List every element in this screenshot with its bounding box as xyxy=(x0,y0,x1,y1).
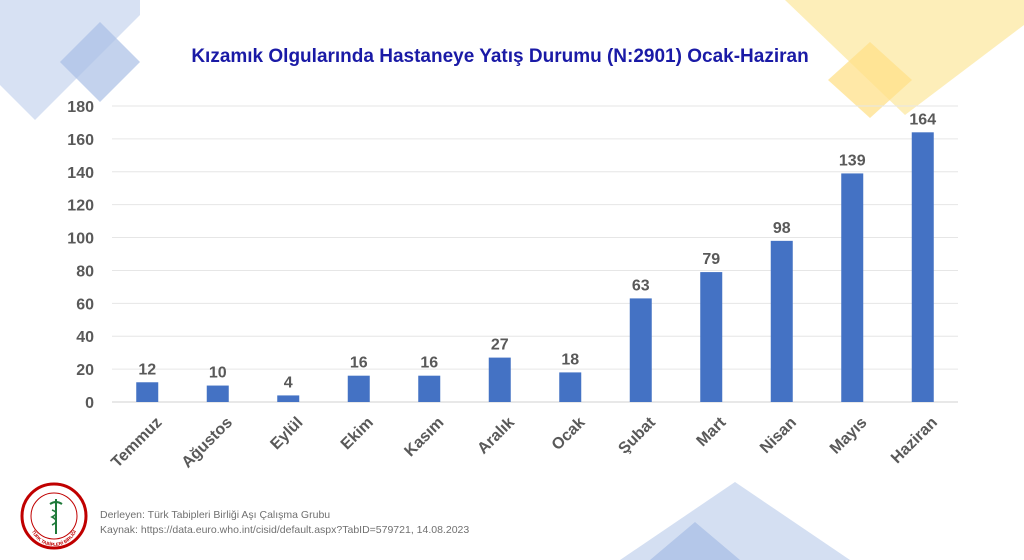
x-tick-label: Şubat xyxy=(615,414,659,458)
y-tick-label: 100 xyxy=(67,231,94,248)
y-tick-label: 40 xyxy=(76,329,94,346)
bars xyxy=(136,132,934,403)
bar xyxy=(841,173,864,402)
x-tick-label: Aralık xyxy=(474,414,518,458)
bar xyxy=(136,382,159,402)
bar xyxy=(206,385,229,402)
data-label: 16 xyxy=(350,355,368,372)
deco-diamond-top-right-small xyxy=(828,42,912,118)
x-tick-label: Temmuz xyxy=(108,414,165,471)
y-tick-label: 60 xyxy=(76,296,94,313)
bar xyxy=(770,240,793,402)
data-label: 4 xyxy=(284,374,293,391)
y-tick-label: 140 xyxy=(67,165,94,182)
x-tick-label: Eylül xyxy=(267,414,306,453)
bar xyxy=(911,132,934,403)
y-axis-ticks: 0 20 40 60 80 100 120 140 160 180 xyxy=(67,99,94,412)
y-tick-label: 0 xyxy=(85,395,94,412)
x-tick-label: Ekim xyxy=(338,414,377,453)
data-label: 16 xyxy=(420,355,438,372)
x-tick-label: Ağustos xyxy=(179,414,236,471)
chart-title: Kızamık Olgularında Hastaneye Yatış Duru… xyxy=(191,46,809,67)
data-label: 79 xyxy=(702,251,720,268)
x-tick-label: Mart xyxy=(694,414,730,450)
y-tick-label: 180 xyxy=(67,99,94,116)
data-label: 27 xyxy=(491,337,509,354)
x-tick-label: Kasım xyxy=(401,414,447,460)
data-label: 164 xyxy=(909,111,936,128)
caduceus-crescent-logo-icon: TÜRK TABİPLERİ BİRLİĞİ xyxy=(20,482,88,550)
y-tick-label: 160 xyxy=(67,132,94,149)
x-tick-label: Mayıs xyxy=(827,414,871,458)
y-tick-label: 120 xyxy=(67,198,94,215)
deco-diamond-top-left-small xyxy=(60,22,140,102)
data-label: 139 xyxy=(839,152,866,169)
y-tick-label: 20 xyxy=(76,362,94,379)
data-label: 12 xyxy=(138,361,156,378)
footer-compiler: Derleyen: Türk Tabipleri Birliği Aşı Çal… xyxy=(100,509,331,521)
bar xyxy=(559,372,582,402)
bar xyxy=(418,375,441,402)
y-tick-label: 80 xyxy=(76,263,94,280)
bar xyxy=(488,357,511,402)
data-label: 63 xyxy=(632,277,650,294)
x-tick-label: Ocak xyxy=(549,414,589,454)
bar xyxy=(277,395,300,402)
bar xyxy=(700,272,723,402)
data-label: 18 xyxy=(561,351,579,368)
deco-diamond-top-right-large xyxy=(785,0,1024,115)
x-tick-label: Nisan xyxy=(757,414,800,457)
data-label: 98 xyxy=(773,220,791,237)
footer-source: Kaynak: https://data.euro.who.int/cisid/… xyxy=(100,524,470,536)
grid-lines xyxy=(112,105,958,403)
data-labels: 12 10 4 16 16 27 18 63 79 98 139 164 xyxy=(138,111,936,391)
bar xyxy=(629,298,652,402)
bar xyxy=(347,375,370,402)
data-label: 10 xyxy=(209,365,227,382)
x-tick-label: Haziran xyxy=(888,414,941,467)
x-axis-labels: Temmuz Ağustos Eylül Ekim Kasım Aralık Ocak Şub… xyxy=(108,414,941,472)
deco-diamond-bottom-center-small xyxy=(650,522,740,560)
